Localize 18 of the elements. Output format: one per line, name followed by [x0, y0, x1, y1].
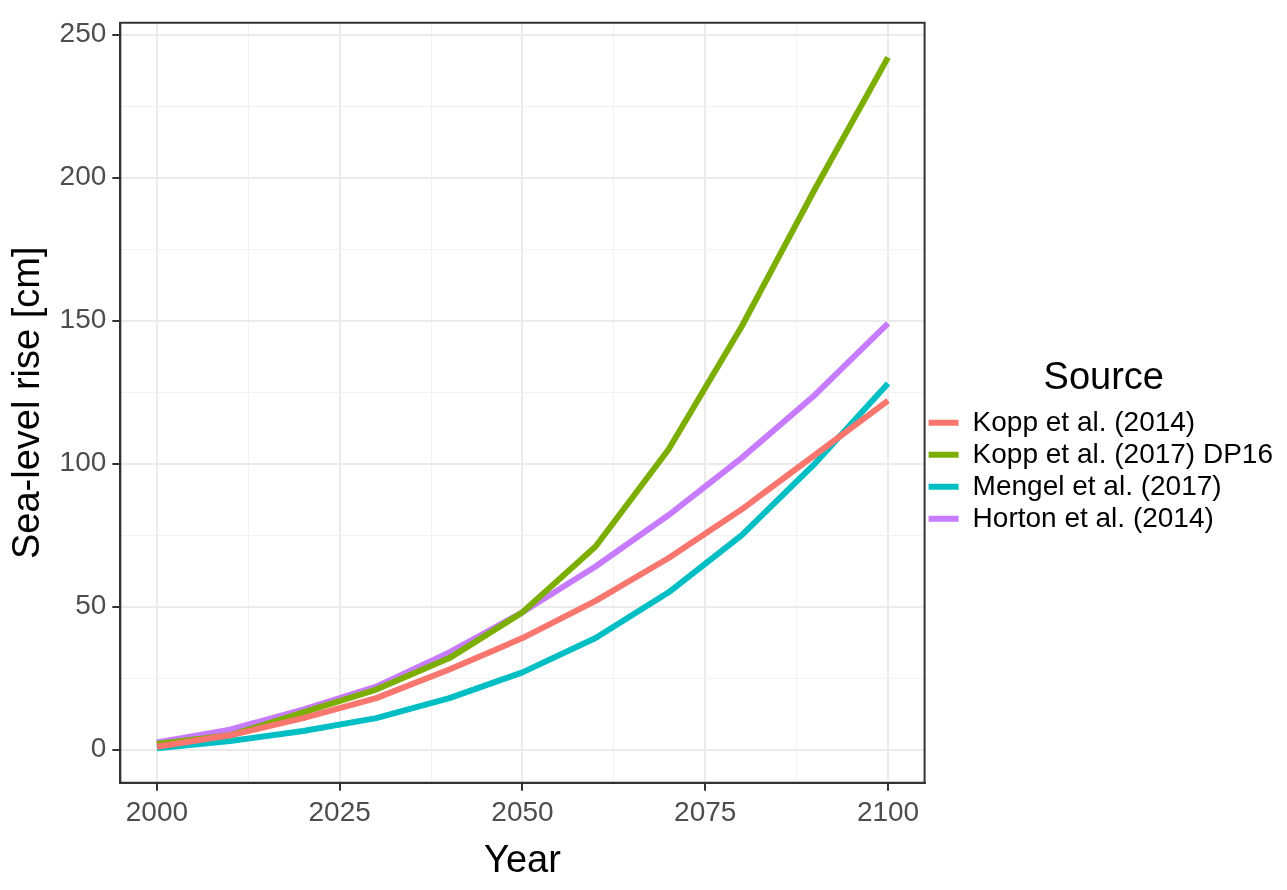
x-tick-label: 2000	[125, 796, 189, 828]
y-tick-label: 250	[59, 17, 107, 49]
x-tick-label: 2075	[674, 796, 737, 828]
x-tick-label: 2100	[856, 796, 920, 828]
x-axis-title: Year	[484, 837, 562, 880]
x-tick-label: 2050	[491, 796, 554, 828]
legend-label: Mengel et al. (2017)	[972, 469, 1222, 501]
legend-label: Kopp et al. (2017) DP16	[972, 437, 1274, 469]
y-tick-label: 50	[75, 589, 107, 621]
y-tick-label: 0	[90, 732, 107, 764]
legend-label: Kopp et al. (2014)	[972, 405, 1196, 437]
y-tick-label: 100	[59, 446, 107, 478]
y-tick-label: 150	[59, 303, 107, 335]
y-tick-label: 200	[59, 160, 107, 192]
y-axis-title: Sea-level rise [cm]	[5, 246, 48, 560]
x-tick-label: 2025	[308, 796, 371, 828]
legend-label: Horton et al. (2014)	[972, 501, 1214, 533]
legend-title: Source	[1043, 354, 1164, 397]
